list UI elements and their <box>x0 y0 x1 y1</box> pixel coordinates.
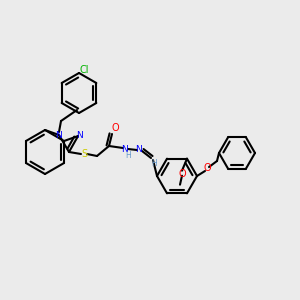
Text: N: N <box>76 131 82 140</box>
Text: O: O <box>203 163 211 173</box>
Text: N: N <box>121 145 128 154</box>
Text: N: N <box>136 146 142 154</box>
Text: N: N <box>56 130 62 140</box>
Text: O: O <box>111 123 119 133</box>
Text: O: O <box>178 169 186 179</box>
Text: Cl: Cl <box>79 65 89 75</box>
Text: H: H <box>125 152 131 160</box>
Text: H: H <box>151 158 157 167</box>
Text: S: S <box>81 149 87 159</box>
